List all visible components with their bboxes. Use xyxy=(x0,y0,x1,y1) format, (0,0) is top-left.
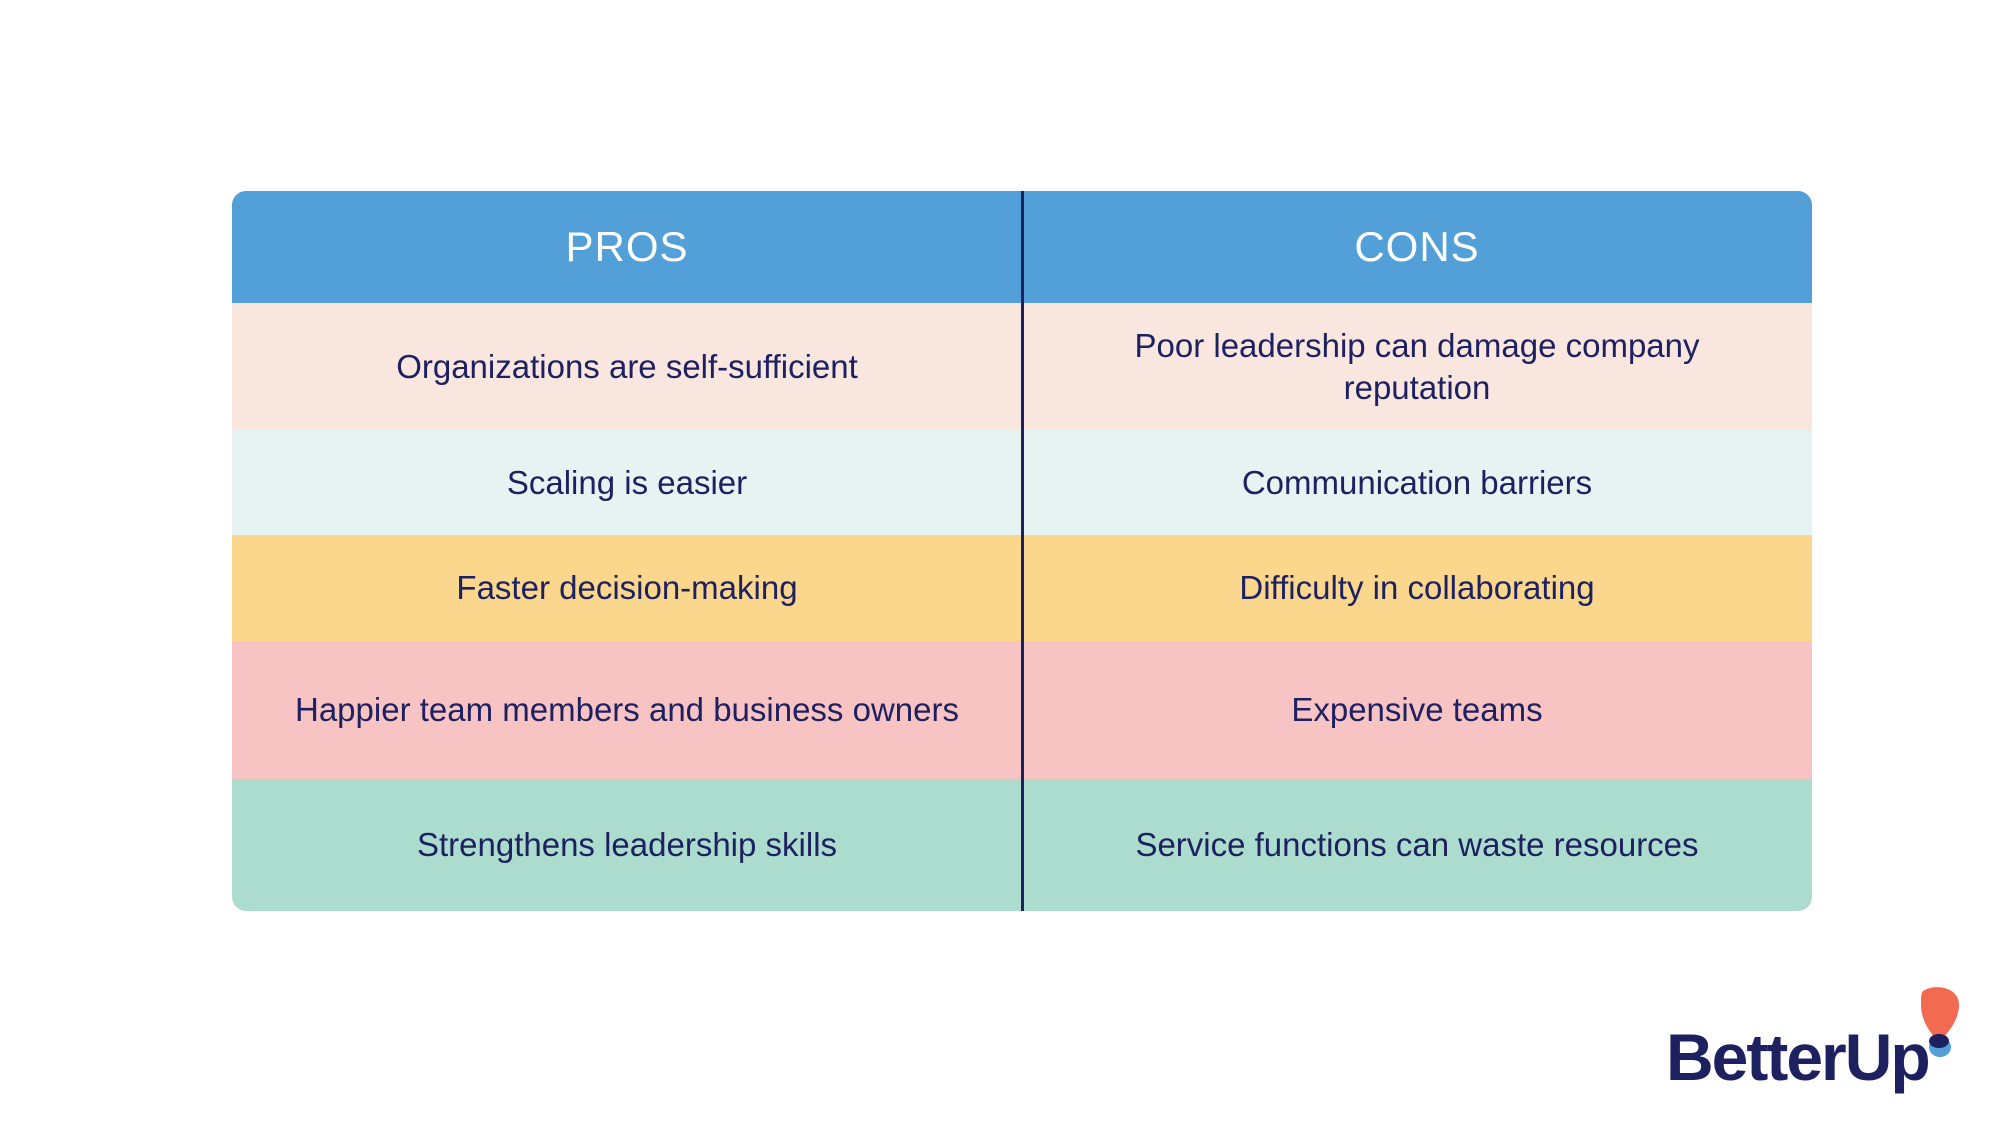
pro-cell: Faster decision-making xyxy=(456,569,798,606)
pro-cell: Happier team members and business owners xyxy=(295,691,959,728)
logo-wordmark: BetterUp xyxy=(1666,1020,1931,1094)
pros-cons-table: PROS CONS Organizations are self-suffici… xyxy=(232,191,1812,911)
pro-cell: Organizations are self-sufficient xyxy=(396,347,858,385)
logo-drop-icon xyxy=(1921,987,1959,1057)
con-cell: Service functions can waste resources xyxy=(1135,826,1699,863)
con-cell: Poor leadership can damage company reput… xyxy=(1134,326,1700,406)
column-divider xyxy=(1021,191,1024,911)
pros-header: PROS xyxy=(565,223,689,270)
con-cell: Expensive teams xyxy=(1291,691,1543,728)
betterup-logo: BetterUp xyxy=(1660,985,1970,1105)
con-cell: Communication barriers xyxy=(1241,463,1593,501)
pro-cell: Strengthens leadership skills xyxy=(416,826,838,863)
con-cell: Difficulty in collaborating xyxy=(1239,569,1595,606)
cons-header: CONS xyxy=(1354,223,1480,270)
pro-cell: Scaling is easier xyxy=(506,463,748,501)
